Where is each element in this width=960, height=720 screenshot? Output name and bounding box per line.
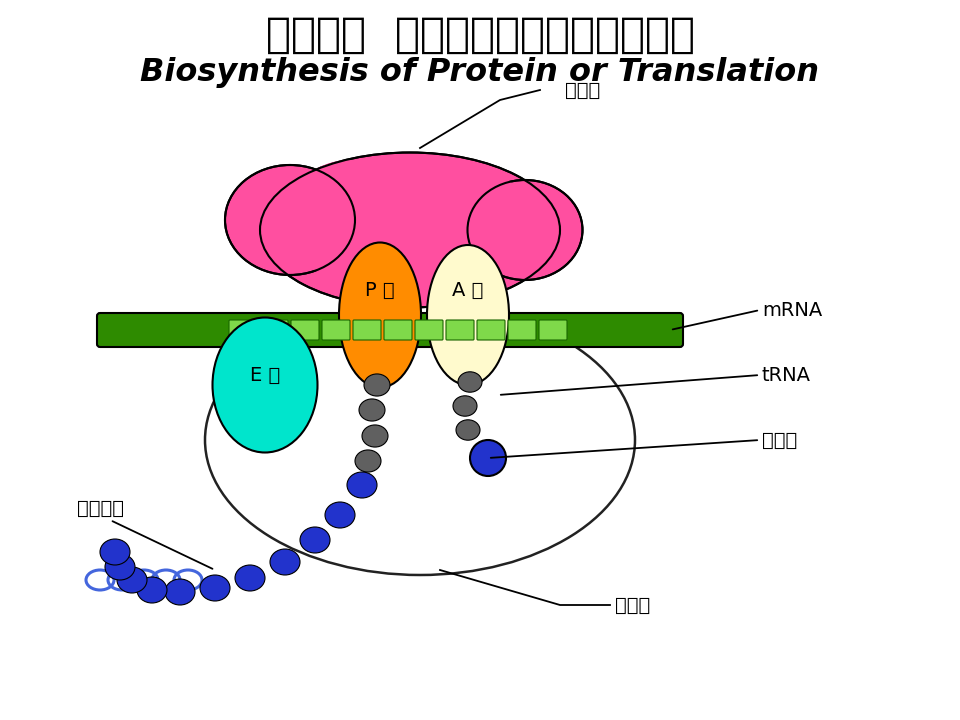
- Text: mRNA: mRNA: [762, 300, 823, 320]
- FancyBboxPatch shape: [415, 320, 443, 340]
- Circle shape: [470, 440, 506, 476]
- Ellipse shape: [137, 577, 167, 603]
- Ellipse shape: [300, 527, 330, 553]
- Ellipse shape: [359, 399, 385, 421]
- Ellipse shape: [270, 549, 300, 575]
- Ellipse shape: [260, 153, 560, 307]
- Ellipse shape: [212, 318, 318, 452]
- Ellipse shape: [364, 374, 390, 396]
- Text: E 位: E 位: [250, 366, 280, 384]
- Ellipse shape: [235, 565, 265, 591]
- Ellipse shape: [117, 567, 147, 593]
- Ellipse shape: [355, 450, 381, 472]
- Ellipse shape: [362, 425, 388, 447]
- Ellipse shape: [456, 420, 480, 440]
- Text: 氨基酸: 氨基酸: [762, 431, 797, 449]
- Text: 新生肽链: 新生肽链: [77, 498, 124, 518]
- FancyBboxPatch shape: [260, 320, 288, 340]
- Ellipse shape: [200, 575, 230, 601]
- Text: A 位: A 位: [452, 281, 484, 300]
- Ellipse shape: [105, 554, 135, 580]
- Text: Biosynthesis of Protein or Translation: Biosynthesis of Protein or Translation: [140, 56, 820, 88]
- FancyBboxPatch shape: [291, 320, 319, 340]
- Ellipse shape: [100, 539, 130, 565]
- FancyBboxPatch shape: [322, 320, 350, 340]
- FancyBboxPatch shape: [97, 313, 683, 347]
- FancyBboxPatch shape: [508, 320, 536, 340]
- Ellipse shape: [405, 170, 535, 280]
- Ellipse shape: [325, 502, 355, 528]
- FancyBboxPatch shape: [353, 320, 381, 340]
- Ellipse shape: [347, 472, 377, 498]
- Text: 大亚基: 大亚基: [615, 595, 650, 614]
- FancyBboxPatch shape: [539, 320, 567, 340]
- Ellipse shape: [427, 245, 509, 385]
- Ellipse shape: [453, 396, 477, 416]
- FancyBboxPatch shape: [477, 320, 505, 340]
- Text: tRNA: tRNA: [762, 366, 811, 384]
- Ellipse shape: [165, 579, 195, 605]
- Ellipse shape: [458, 372, 482, 392]
- FancyBboxPatch shape: [446, 320, 474, 340]
- FancyBboxPatch shape: [229, 320, 257, 340]
- Text: 小亚基: 小亚基: [565, 81, 600, 99]
- Text: P 位: P 位: [365, 281, 395, 300]
- Text: 第十三章  蛋白质的生物合成（翻译）: 第十三章 蛋白质的生物合成（翻译）: [266, 14, 694, 56]
- Ellipse shape: [285, 160, 415, 280]
- FancyBboxPatch shape: [384, 320, 412, 340]
- Ellipse shape: [339, 243, 421, 387]
- Ellipse shape: [468, 180, 583, 280]
- Ellipse shape: [225, 165, 355, 275]
